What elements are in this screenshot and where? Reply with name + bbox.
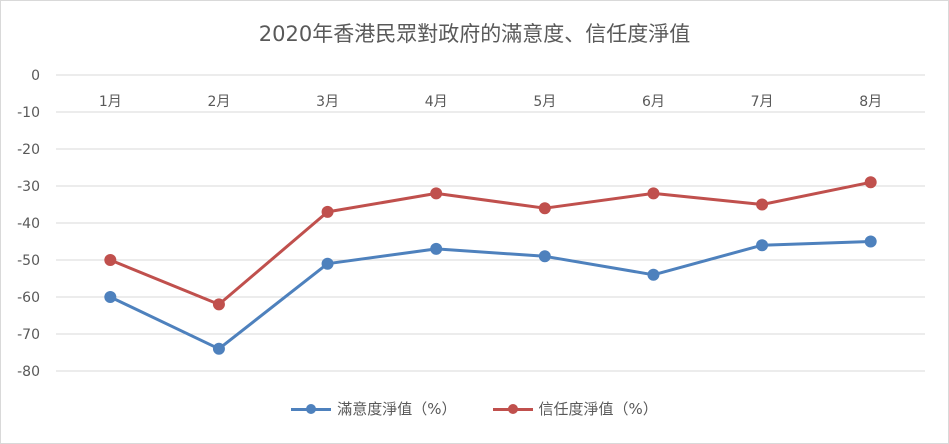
x-tick-label: 7月 (751, 94, 774, 110)
y-tick-label: -40 (17, 216, 40, 232)
chart-title: 2020年香港民眾對政府的滿意度、信任度淨值 (258, 22, 691, 46)
data-point (212, 298, 225, 311)
y-tick-label: -50 (17, 253, 40, 269)
data-point (864, 235, 877, 248)
data-point (538, 202, 551, 215)
y-tick-label: -80 (17, 364, 40, 380)
legend-label-trust: 信任度淨值（%） (538, 400, 658, 418)
data-point (756, 198, 769, 211)
legend-item-satisfaction: 滿意度淨值（%） (291, 398, 457, 419)
series-line-1 (108, 180, 873, 306)
data-point (321, 205, 334, 218)
legend-swatch-satisfaction (291, 403, 332, 415)
data-point (104, 254, 117, 266)
data-point (647, 268, 660, 281)
data-point (212, 342, 225, 355)
data-point (104, 291, 117, 303)
legend-swatch-trust (492, 403, 533, 415)
data-point (538, 250, 551, 263)
x-tick-label: 4月 (425, 94, 448, 110)
data-point (430, 242, 443, 255)
legend-item-trust: 信任度淨值（%） (492, 398, 658, 419)
y-tick-label: -20 (17, 142, 40, 158)
x-tick-label: 8月 (859, 94, 882, 110)
data-point (647, 187, 660, 200)
y-tick-label: -70 (17, 327, 40, 343)
y-tick-label: -10 (17, 105, 40, 121)
series-line-0 (108, 240, 873, 351)
y-tick-label: -60 (17, 290, 40, 306)
data-point (321, 257, 334, 270)
data-point (430, 187, 443, 200)
x-tick-label: 1月 (99, 94, 122, 110)
x-tick-label: 6月 (642, 94, 665, 110)
x-tick-label: 2月 (207, 94, 230, 110)
data-point (864, 176, 877, 189)
x-tick-label: 3月 (316, 94, 339, 110)
y-tick-label: 0 (31, 68, 40, 84)
x-tick-label: 5月 (533, 94, 556, 110)
legend: 滿意度淨值（%） 信任度淨值（%） (0, 398, 949, 419)
legend-label-satisfaction: 滿意度淨值（%） (337, 400, 457, 418)
data-point (756, 239, 769, 252)
y-tick-label: -30 (17, 179, 40, 195)
